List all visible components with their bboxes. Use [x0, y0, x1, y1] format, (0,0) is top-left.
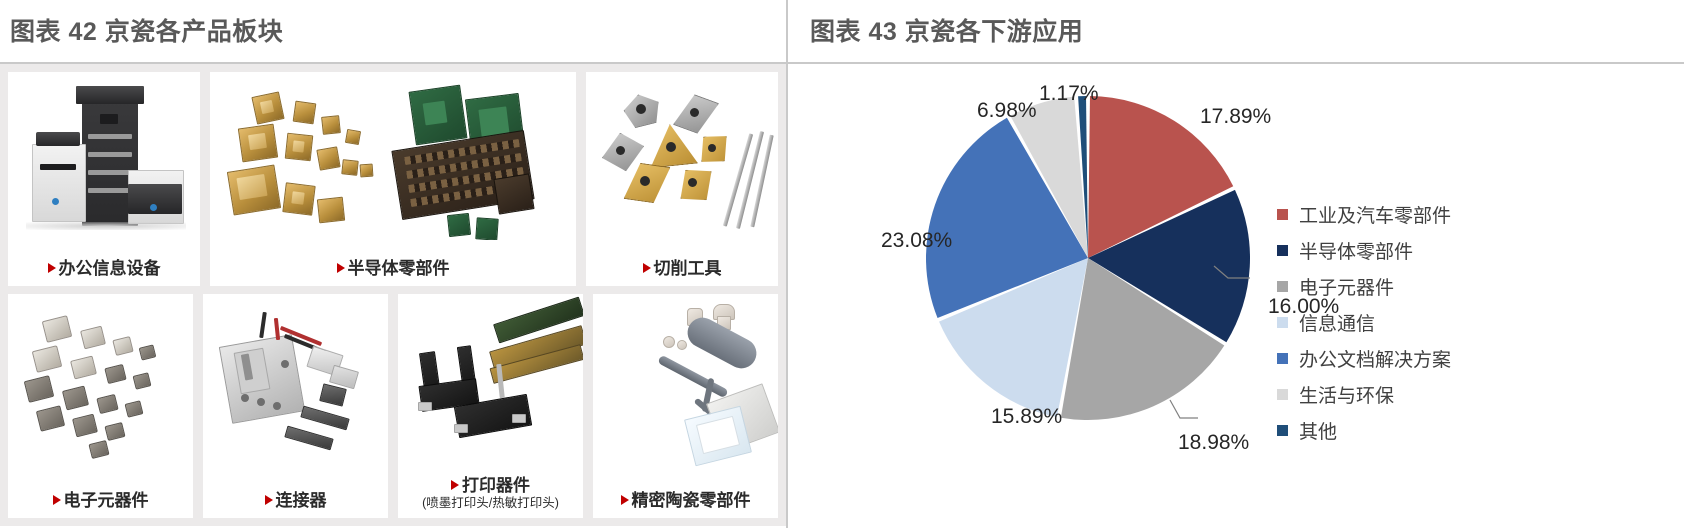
legend-swatch-icon: [1277, 424, 1288, 436]
legend-swatch-icon: [1277, 280, 1288, 292]
bullet-triangle-icon: [52, 494, 61, 505]
product-label: 精密陶瓷零部件: [631, 490, 751, 510]
product-caption-semiconductor-parts: 半导体零部件: [210, 259, 576, 286]
product-caption-fine-ceramic-parts: 精密陶瓷零部件: [593, 491, 778, 518]
product-cell-connector[interactable]: 连接器: [203, 294, 388, 518]
bullet-triangle-icon: [47, 262, 56, 273]
product-cell-office-equipment[interactable]: 办公信息设备: [8, 72, 200, 286]
product-image-office-equipment: [8, 72, 200, 240]
legend-label: 信息通信: [1299, 313, 1376, 335]
product-label: 连接器: [275, 490, 327, 510]
legend-item-1[interactable]: 半导体零部件: [1277, 232, 1451, 268]
product-image-print-devices: [398, 294, 583, 456]
pie-slice-0[interactable]: [1088, 96, 1234, 258]
pie-slice-group: [925, 96, 1250, 421]
product-caption-print-devices: 打印器件 (喷墨打印头/热敏打印头): [398, 476, 583, 518]
pie-pct-label-6: 23.08%: [881, 229, 953, 252]
pie-slice-4[interactable]: [925, 117, 1088, 318]
product-caption-cutting-tools: 切削工具: [586, 259, 778, 286]
legend-item-0[interactable]: 工业及汽车零部件: [1277, 196, 1451, 232]
product-label: 切削工具: [653, 258, 722, 278]
legend-label: 半导体零部件: [1299, 241, 1414, 263]
pie-pct-label-0: 1.17%: [1039, 82, 1099, 105]
product-grid: 办公信息设备: [0, 64, 786, 526]
product-caption-office-equipment: 办公信息设备: [8, 259, 200, 286]
legend-item-4[interactable]: 办公文档解决方案: [1277, 340, 1451, 376]
product-label: 打印器件: [462, 475, 530, 495]
product-cell-cutting-tools[interactable]: 切削工具: [586, 72, 778, 286]
product-cell-semiconductor-parts[interactable]: 半导体零部件: [210, 72, 576, 286]
pie-pct-label-2: 17.89%: [1200, 105, 1272, 128]
legend-swatch-icon: [1277, 316, 1288, 328]
right-title-divider: [788, 62, 1684, 64]
pie-slice-5[interactable]: [1010, 96, 1088, 258]
legend-label: 工业及汽车零部件: [1299, 205, 1452, 227]
product-label: 半导体零部件: [347, 258, 450, 278]
product-grid-row-top: 办公信息设备: [0, 64, 786, 286]
legend-label: 其他: [1299, 421, 1338, 443]
bullet-triangle-icon: [336, 262, 345, 273]
legend-swatch-icon: [1277, 208, 1288, 220]
legend-item-3[interactable]: 信息通信: [1277, 304, 1451, 340]
leader-line-16: [1213, 265, 1250, 279]
pie-leader-lines: [1169, 265, 1250, 419]
product-sublabel: (喷墨打印头/热敏打印头): [422, 496, 559, 510]
legend-item-5[interactable]: 生活与环保: [1277, 376, 1451, 412]
product-image-fine-ceramic-parts: [593, 294, 778, 472]
left-title-divider: [0, 62, 786, 64]
product-image-connector: [203, 294, 388, 472]
pie-chart-area: 1.17% 6.98% 17.89% 16.00% 18.98% 15.89% 23.08%…: [788, 64, 1684, 526]
product-image-semiconductor-parts: [210, 72, 576, 240]
right-figure-panel: 图表 43 京瓷各下游应用 1.17% 6.98% 17.89% 16.00% 18.9…: [786, 0, 1684, 528]
pie-slice-1[interactable]: [1088, 189, 1250, 343]
pie-pct-label-1: 6.98%: [977, 99, 1037, 122]
legend-swatch-icon: [1277, 244, 1288, 256]
legend-swatch-icon: [1277, 388, 1288, 400]
product-cell-electronic-components[interactable]: 电子元器件: [8, 294, 193, 518]
pie-pct-label-3: 16.00%: [1268, 295, 1340, 318]
legend-label: 电子元器件: [1299, 277, 1395, 299]
pie-slice-3[interactable]: [939, 258, 1088, 417]
product-label: 电子元器件: [63, 490, 149, 510]
bullet-triangle-icon: [642, 262, 651, 273]
bullet-triangle-icon: [620, 494, 629, 505]
legend-item-6[interactable]: 其他: [1277, 412, 1451, 448]
legend-swatch-icon: [1277, 352, 1288, 364]
product-label: 办公信息设备: [58, 258, 161, 278]
pie-pct-label-5: 15.89%: [991, 405, 1063, 428]
product-cell-fine-ceramic-parts[interactable]: 精密陶瓷零部件: [593, 294, 778, 518]
pie-pct-label-4: 18.98%: [1178, 431, 1250, 454]
legend-item-2[interactable]: 电子元器件: [1277, 268, 1451, 304]
right-panel-title: 图表 43 京瓷各下游应用: [810, 18, 1084, 46]
leader-line-18: [1169, 399, 1198, 419]
pie-slice-2[interactable]: [1060, 258, 1225, 421]
product-image-electronic-components: [8, 294, 193, 472]
left-panel-title: 图表 42 京瓷各产品板块: [10, 18, 284, 46]
product-caption-electronic-components: 电子元器件: [8, 491, 193, 518]
legend-label: 生活与环保: [1299, 385, 1395, 407]
legend-label: 办公文档解决方案: [1299, 349, 1452, 371]
pie-slice-6[interactable]: [1078, 96, 1088, 258]
product-grid-row-bottom: 电子元器件: [0, 286, 786, 518]
bullet-triangle-icon: [451, 479, 459, 490]
pie-chart[interactable]: [898, 70, 1278, 470]
product-image-cutting-tools: [586, 72, 778, 240]
bullet-triangle-icon: [264, 494, 273, 505]
product-cell-print-devices[interactable]: 打印器件 (喷墨打印头/热敏打印头): [398, 294, 583, 518]
left-figure-panel: 图表 42 京瓷各产品板块: [0, 0, 786, 528]
product-caption-connector: 连接器: [203, 491, 388, 518]
pie-legend: 工业及汽车零部件 半导体零部件 电子元器件信息通信办公文档解决方案 生活与环保其他: [1277, 196, 1451, 448]
